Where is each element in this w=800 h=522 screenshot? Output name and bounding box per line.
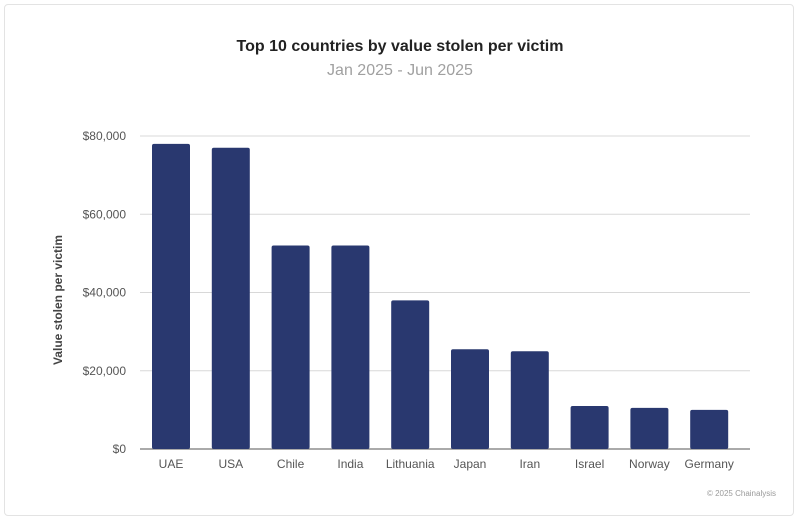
bar-uae <box>152 143 190 449</box>
x-tick-label: Germany <box>685 457 734 471</box>
chart-title: Top 10 countries by value stolen per vic… <box>236 38 564 55</box>
x-tick-label: USA <box>218 457 243 471</box>
x-tick-label: UAE <box>159 457 184 471</box>
bar-germany <box>690 409 729 449</box>
y-tick-label: $0 <box>113 442 127 456</box>
x-tick-label: Israel <box>575 457 604 471</box>
y-tick-label: $40,000 <box>83 286 127 300</box>
chart-subtitle: Jan 2025 - Jun 2025 <box>327 62 473 79</box>
bar-norway <box>630 407 669 449</box>
bar-usa <box>211 147 250 450</box>
x-tick-label: India <box>337 457 363 471</box>
bar-israel <box>570 405 609 449</box>
y-tick-labels: $0 $20,000 $40,000 $60,000 $80,000 <box>83 129 127 456</box>
x-tick-label: Chile <box>277 457 305 471</box>
bar-lithuania <box>391 300 430 449</box>
bars <box>152 143 729 450</box>
y-tick-label: $60,000 <box>83 207 127 221</box>
bar-iran <box>510 351 549 449</box>
x-tick-label: Norway <box>629 457 670 471</box>
x-tick-label: Iran <box>519 457 540 471</box>
x-tick-label: Japan <box>454 457 487 471</box>
y-tick-label: $20,000 <box>83 364 127 378</box>
x-tick-label: Lithuania <box>386 457 435 471</box>
x-tick-labels: UAE USA Chile India Lithuania Japan Iran Israel… <box>159 457 734 471</box>
bar-chile <box>271 245 310 449</box>
bar-japan <box>451 349 489 449</box>
copyright-footer: © 2025 Chainalysis <box>706 489 776 498</box>
y-tick-label: $80,000 <box>83 129 127 143</box>
bar-india <box>331 245 370 449</box>
